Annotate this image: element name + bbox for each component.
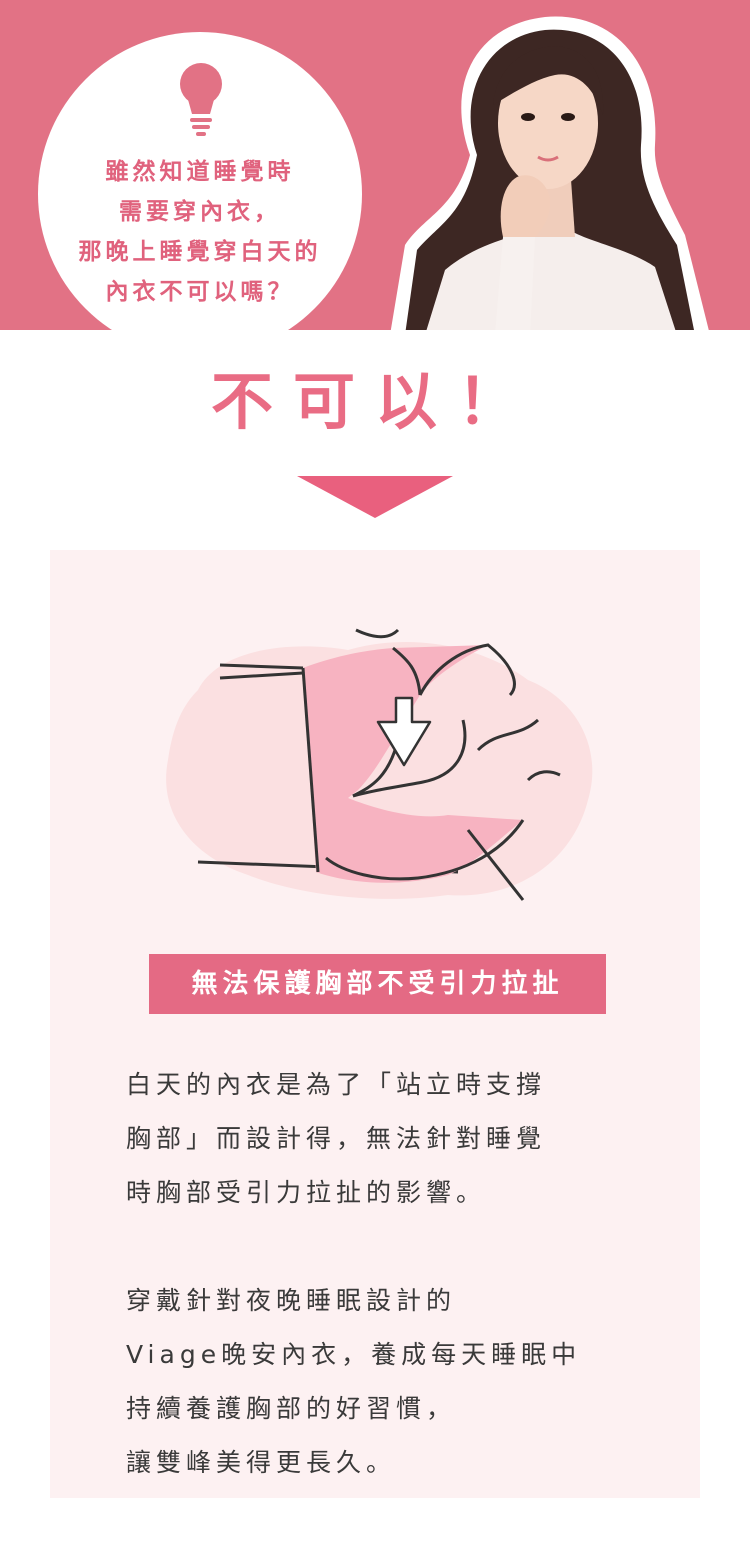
gravity-arrow-icon <box>376 696 432 767</box>
paragraph-spacer <box>126 1220 686 1274</box>
paragraph-line: 讓雙峰美得更長久。 <box>126 1448 397 1477</box>
down-arrow-icon <box>297 476 453 518</box>
question-line: 內衣不可以嗎？ <box>105 279 295 305</box>
thinking-woman-photo <box>390 16 709 330</box>
body-text: 白天的內衣是為了「站立時支撐 胸部」而設計得，無法針對睡覺 時胸部受引力拉扯的影… <box>126 1058 686 1490</box>
question-text: 雖然知道睡覺時 需要穿內衣， 那晚上睡覺穿白天的 內衣不可以嗎？ <box>38 152 362 312</box>
question-line: 那晚上睡覺穿白天的 <box>78 239 322 265</box>
question-line: 雖然知道睡覺時 <box>105 159 295 185</box>
paragraph-line: 白天的內衣是為了「站立時支撐 <box>126 1070 547 1099</box>
lightbulb-icon <box>180 63 222 136</box>
bra-gravity-illustration <box>166 628 593 901</box>
question-line: 需要穿內衣， <box>119 199 281 225</box>
answer-heading: 不可以！ <box>210 365 539 438</box>
paragraph-line: 持續養護胸部的好習慣， <box>126 1394 457 1423</box>
paragraph-line: Viage晚安內衣，養成每天睡眠中 <box>126 1340 582 1369</box>
paragraph-line: 胸部」而設計得，無法針對睡覺 <box>126 1124 547 1153</box>
tagline-banner: 無法保護胸部不受引力拉扯 <box>149 954 606 1014</box>
paragraph-line: 時胸部受引力拉扯的影響。 <box>126 1178 487 1207</box>
paragraph-line: 穿戴針對夜晚睡眠設計的 <box>126 1286 457 1315</box>
top-banner: 雖然知道睡覺時 需要穿內衣， 那晚上睡覺穿白天的 內衣不可以嗎？ <box>0 0 750 330</box>
